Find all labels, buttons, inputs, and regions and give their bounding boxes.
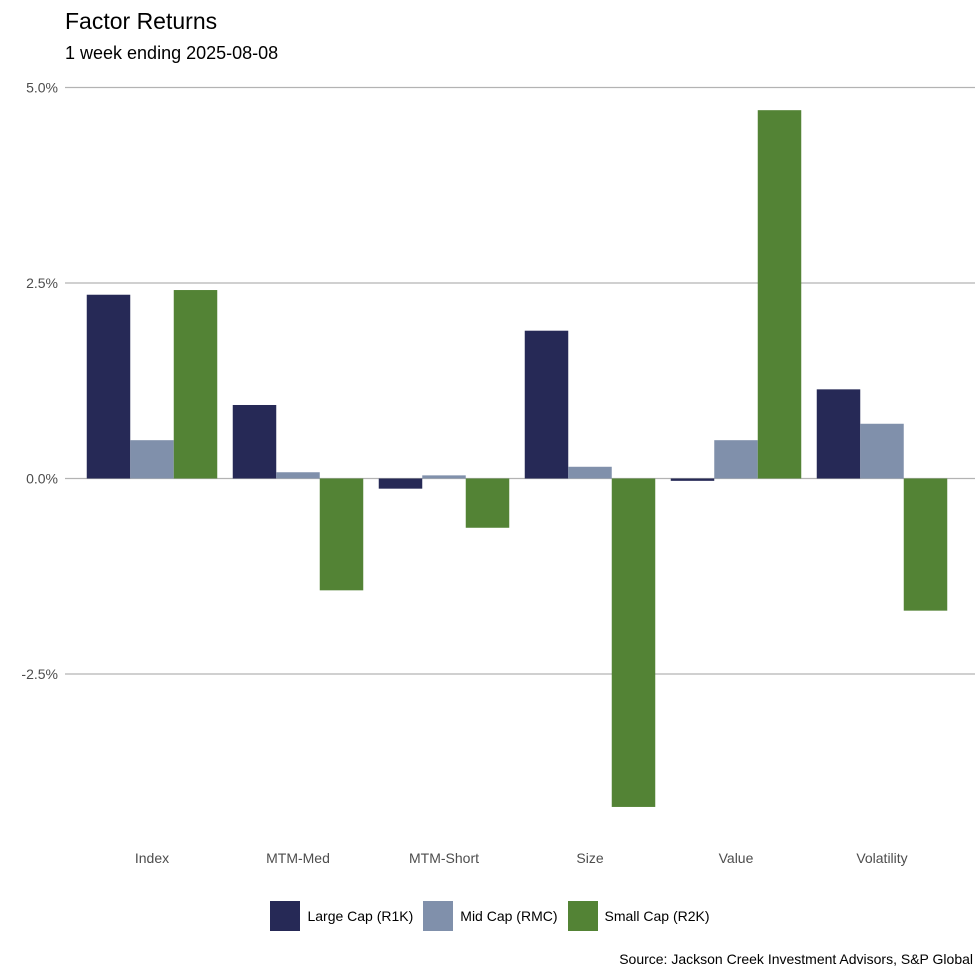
legend-swatch — [423, 901, 454, 931]
legend-item: Mid Cap (RMC) — [423, 901, 558, 931]
legend-item: Large Cap (R1K) — [270, 901, 413, 931]
legend-swatch — [567, 901, 598, 931]
x-tick-label: Size — [576, 850, 603, 866]
chart-caption: Source: Jackson Creek Investment Advisor… — [619, 951, 973, 967]
bar — [378, 478, 423, 489]
bar — [465, 478, 510, 528]
x-tick-label: MTM-Med — [266, 850, 330, 866]
y-axis: -2.5% 0.0% 2.5% 5.0% — [21, 80, 58, 683]
legend-label: Large Cap (R1K) — [307, 908, 414, 924]
legend: Large Cap (R1K) Mid Cap (RMC) Small Cap (R… — [0, 900, 980, 932]
bar — [903, 478, 948, 611]
bar — [757, 110, 802, 479]
legend-label: Mid Cap (RMC) — [460, 908, 558, 924]
bar — [232, 404, 277, 479]
bar — [568, 466, 612, 479]
chart-subtitle: 1 week ending 2025-08-08 — [65, 43, 279, 63]
y-tick-label: -2.5% — [21, 666, 58, 682]
x-tick-label: Value — [719, 850, 754, 866]
bar — [319, 478, 364, 591]
bar — [816, 389, 861, 479]
bar — [860, 423, 904, 479]
x-tick-label: Volatility — [856, 850, 907, 866]
chart-title: Factor Returns — [65, 8, 218, 34]
y-tick-label: 0.0% — [26, 471, 58, 487]
bar — [86, 294, 131, 479]
bar — [611, 478, 656, 807]
bars — [86, 110, 948, 807]
y-tick-label: 5.0% — [26, 80, 58, 96]
x-tick-label: MTM-Short — [409, 850, 479, 866]
bar — [524, 330, 569, 479]
legend-label: Small Cap (R2K) — [604, 908, 710, 924]
legend-item: Small Cap (R2K) — [567, 901, 710, 931]
y-tick-label: 2.5% — [26, 275, 58, 291]
bar — [130, 440, 174, 479]
x-tick-label: Index — [135, 850, 169, 866]
bar — [422, 475, 466, 479]
x-axis: Index MTM-Med MTM-Short Size Value Volatility — [135, 850, 908, 866]
bar — [714, 440, 758, 479]
legend-swatch — [270, 901, 301, 931]
bar — [670, 478, 715, 481]
bar — [173, 290, 218, 479]
bar — [276, 472, 320, 479]
